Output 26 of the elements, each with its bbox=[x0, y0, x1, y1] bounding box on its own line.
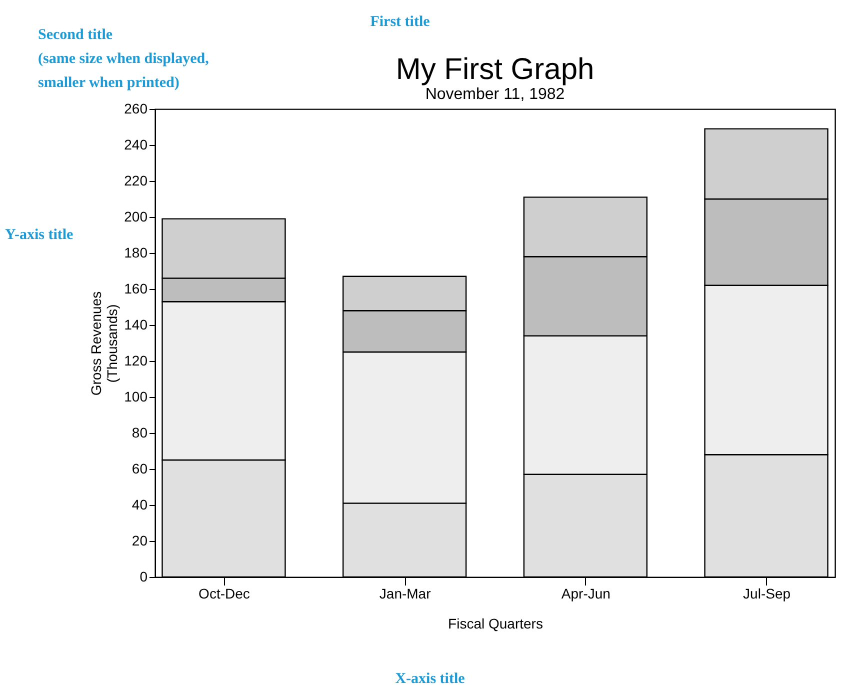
y-tick-label: 100 bbox=[124, 388, 148, 404]
x-tick-label: Jul-Sep bbox=[743, 586, 791, 602]
chart-subtitle: November 11, 1982 bbox=[425, 86, 565, 103]
text: X-axis title bbox=[395, 671, 466, 685]
y-tick-label: 120 bbox=[124, 352, 148, 368]
y-tick-label: 180 bbox=[124, 244, 148, 260]
y-tick-label: 80 bbox=[132, 424, 148, 440]
text: Second title (same size when displayed, smaller when printed) bbox=[38, 27, 210, 91]
x-axis-title: Fiscal Quarters bbox=[448, 616, 543, 632]
y-axis-title: Gross Revenues (Thousands) bbox=[88, 291, 120, 396]
y-tick-label: 140 bbox=[124, 316, 148, 332]
y-tick-label: 160 bbox=[124, 280, 148, 296]
y-tick-label: 40 bbox=[132, 496, 148, 512]
y-tick-label: 0 bbox=[140, 568, 148, 584]
text: Y-axis title bbox=[5, 227, 74, 243]
y-tick-label: 60 bbox=[132, 460, 148, 476]
x-tick-label: Apr-Jun bbox=[561, 586, 610, 602]
y-tick-label: 220 bbox=[124, 172, 148, 188]
y-tick-label: 240 bbox=[124, 136, 148, 152]
y-tick-label: 20 bbox=[132, 532, 148, 548]
y-tick-label: 260 bbox=[124, 100, 148, 116]
y-tick-label: 200 bbox=[124, 208, 148, 224]
text: First title bbox=[370, 14, 430, 30]
chart-title: My First Graph bbox=[396, 53, 594, 86]
x-tick-label: Jan-Mar bbox=[379, 586, 432, 602]
x-tick-label: Oct-Dec bbox=[198, 586, 250, 602]
